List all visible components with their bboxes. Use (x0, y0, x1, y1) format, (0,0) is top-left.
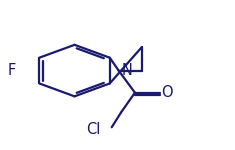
Text: Cl: Cl (86, 122, 101, 137)
Text: F: F (8, 63, 16, 78)
Text: N: N (121, 63, 132, 78)
Text: O: O (161, 85, 173, 100)
